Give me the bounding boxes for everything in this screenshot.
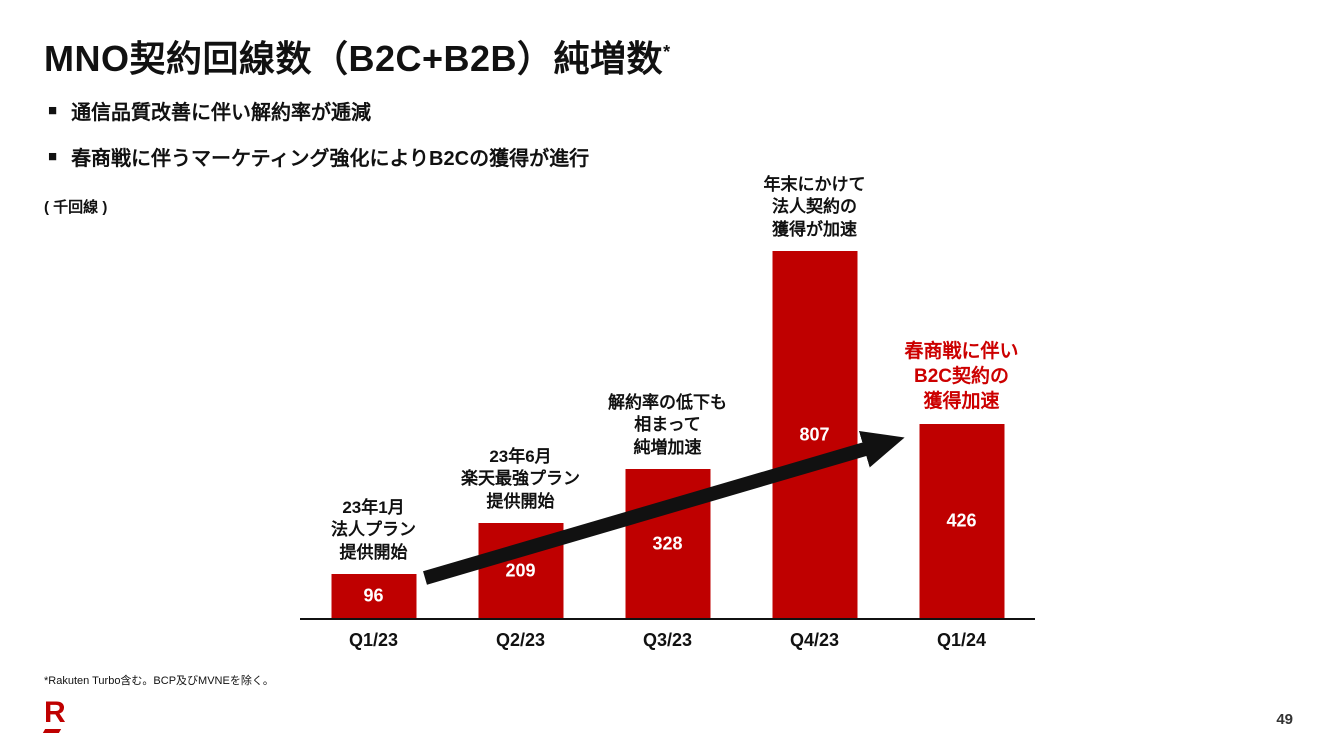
- x-axis-label-q3-23: Q3/23: [642, 630, 693, 650]
- annotation-line: 法人契約の: [772, 197, 857, 217]
- rakuten-r-icon: R: [44, 696, 66, 729]
- annotation-line: 春商戦に伴い: [904, 340, 1019, 362]
- bar-q4-23: 807: [772, 251, 857, 618]
- chart-slot-q3-23: 328 解約率の低下も 相まって 純増加速 Q3/23: [594, 175, 741, 650]
- annotation-line: 純増加速: [633, 437, 702, 457]
- bar-value-label-q1-23: 96: [363, 585, 384, 606]
- chart-slot-q1-23: 96 23年1月法人プラン 提供開始 Q1/23: [300, 175, 447, 650]
- x-axis-label-q4-23: Q4/23: [789, 630, 840, 650]
- bullet-square-icon: ■: [48, 148, 58, 165]
- bar-annotation-q4-23: 年末にかけて 法人契約の 獲得が加速: [727, 174, 902, 241]
- rakuten-logo-underline-icon: [42, 729, 62, 733]
- bar-value-label-q3-23: 328: [652, 533, 683, 553]
- annotation-line: 相まって: [634, 415, 701, 435]
- annotation-line: 提供開始: [486, 491, 555, 511]
- x-axis-label-q1-24: Q1/24: [936, 630, 987, 650]
- rakuten-logo: R: [42, 696, 66, 733]
- bullet-item-2: ■ 春商戦に伴うマーケティング強化によりB2Cの獲得が進行: [48, 142, 589, 171]
- annotation-line: 解約率の低下も: [608, 392, 727, 412]
- bar-value-label-q2-23: 209: [505, 560, 536, 580]
- page-title-text: MNO契約回線数（B2C+B2B）純増数: [44, 38, 664, 79]
- bullet-text: 春商戦に伴うマーケティング強化によりB2Cの獲得が進行: [71, 148, 590, 170]
- bar-annotation-q1-24: 春商戦に伴い B2C契約の 獲得加速: [874, 339, 1049, 414]
- bullet-square-icon: ■: [48, 102, 58, 119]
- chart-slot-q1-24: 426 春商戦に伴い B2C契約の 獲得加速 Q1/24: [888, 175, 1035, 650]
- annotation-line: 23年1月: [342, 497, 405, 517]
- annotation-line: 年末にかけて: [763, 174, 866, 194]
- bar-value-label-q1-24: 426: [946, 510, 977, 531]
- annotation-line: 法人プラン: [331, 520, 416, 540]
- bullet-text: 通信品質改善に伴い解約率が逓減: [71, 102, 372, 124]
- bar-q1-24: 426: [919, 424, 1004, 618]
- bar-q3-23: 328: [625, 469, 710, 618]
- page-number: 49: [1276, 711, 1293, 728]
- chart-slot-q2-23: 209 23年6月 楽天最強プラン 提供開始 Q2/23: [447, 175, 594, 650]
- page-title: MNO契約回線数（B2C+B2B）純増数*: [44, 30, 671, 82]
- bar-annotation-q1-23: 23年1月法人プラン 提供開始: [286, 497, 461, 564]
- footnote: *Rakuten Turbo含む。BCP及びMVNEを除く。: [44, 675, 274, 687]
- annotation-line: 提供開始: [339, 542, 408, 562]
- unit-label: ( 千回線 ): [44, 199, 108, 216]
- annotation-line: 楽天最強プラン: [461, 469, 580, 489]
- bar-q2-23: 209: [478, 523, 563, 618]
- annotation-line: 獲得加速: [923, 390, 1000, 412]
- annotation-line: B2C契約の: [913, 365, 1009, 387]
- x-axis-label-q1-23: Q1/23: [348, 630, 399, 650]
- bar-q1-23: 96: [331, 574, 416, 618]
- annotation-line: 獲得が加速: [772, 219, 857, 239]
- bar-chart: 96 23年1月 法人プラン 提供開始 Q1/23 209 23年6月 楽天最強プラン 提供開始…: [300, 175, 1035, 650]
- bullet-item-1: ■ 通信品質改善に伴い解約率が逓減: [48, 96, 371, 125]
- bar-value-label-q4-23: 807: [799, 424, 830, 444]
- chart-slot-q4-23: 807 年末にかけて 法人契約の 獲得が加速 Q4/23: [741, 175, 888, 650]
- title-asterisk: *: [663, 42, 671, 62]
- bar-annotation-q3-23: 解約率の低下も 相まって 純増加速: [580, 392, 755, 459]
- x-axis: [300, 618, 1035, 620]
- x-axis-label-q2-23: Q2/23: [495, 630, 546, 650]
